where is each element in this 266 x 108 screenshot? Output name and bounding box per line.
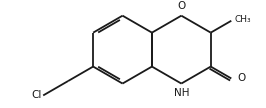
Text: O: O: [238, 73, 246, 83]
Text: Cl: Cl: [31, 90, 41, 100]
Text: NH: NH: [174, 88, 189, 98]
Text: O: O: [177, 1, 185, 11]
Text: CH₃: CH₃: [234, 15, 251, 24]
